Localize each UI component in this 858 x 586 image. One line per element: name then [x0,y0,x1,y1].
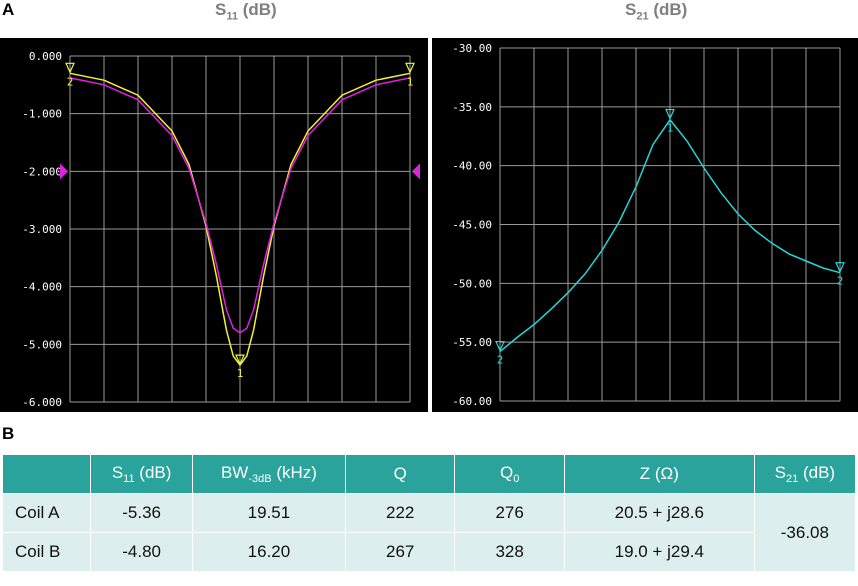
y-tick-label: -2.000 [22,165,62,178]
header-z: Z (Ω) [563,454,755,494]
cell-s21-merged: -36.08 [753,493,857,572]
y-tick-label: -5.000 [22,338,62,351]
marker-label: 1 [407,75,414,88]
y-tick-label: -45.00 [452,219,492,232]
marker-triangle [405,62,415,74]
header-s21: S21 (dB) [753,454,857,494]
y-tick-label: -35.00 [452,101,492,114]
cell-q0: 328 [454,532,565,572]
cell-q: 267 [344,532,456,572]
marker-label: 2 [497,354,504,367]
y-tick-label: -60.00 [452,395,492,408]
header-corner [1,454,92,494]
marker-triangle [495,340,505,353]
cell-bw: 19.51 [191,493,346,533]
table-row: Coil A -5.36 19.51 222 276 20.5 + j28.6 … [1,493,857,572]
s11-title: S11 (dB) [215,0,277,23]
marker-label: 2 [837,275,844,288]
y-tick-label: -6.000 [22,396,62,409]
row-name: Coil A [1,493,92,533]
cell-bw: 16.20 [191,532,346,572]
results-table: S11 (dB) BW-3dB (kHz) Q Q0 Z (Ω) S21 (dB… [1,454,857,572]
s21-title: S21 (dB) [625,0,688,23]
y-tick-label: -1.000 [22,108,62,121]
cell-s11: -4.80 [90,532,193,572]
trace-line-2 [69,77,411,334]
marker-triangle [835,262,845,274]
header-q0: Q0 [454,454,565,494]
row-name: Coil B [1,532,92,572]
reference-level-left-marker [60,163,68,180]
s21-chart: -30.00 -35.00 -40.00 -45.00 -50.00 -55.00 -60.… [432,38,858,412]
y-tick-label: -30.00 [452,42,492,55]
reference-level-right-marker [412,163,420,180]
panel-a-label: A [2,0,15,19]
y-tick-label: -40.00 [452,160,492,173]
cell-z: 19.0 + j29.4 [563,532,755,572]
marker-triangle [665,108,675,121]
y-tick-label: -50.00 [452,277,492,290]
cell-z: 20.5 + j28.6 [563,493,755,533]
marker-label: 1 [237,367,244,380]
header-bw: BW-3dB (kHz) [191,454,346,494]
marker-triangle [65,62,75,74]
marker-label: 2 [67,75,74,88]
y-tick-label: 0.000 [29,50,62,63]
header-q: Q [344,454,456,494]
s11-chart: 0.000 -1.000 -2.000 -3.000 -4.000 -5.000 -6.00… [0,38,428,412]
table-row: Coil B -4.80 16.20 267 328 19.0 + j29.4 [1,532,856,572]
table-header-row: S11 (dB) BW-3dB (kHz) Q Q0 Z (Ω) S21 (dB… [1,454,857,494]
cell-q: 222 [344,493,456,533]
y-tick-label: -4.000 [22,281,62,294]
marker-label: 1 [667,122,674,135]
panel-b-label: B [2,424,15,443]
cell-s11: -5.36 [90,493,193,533]
header-s11: S11 (dB) [90,454,193,494]
y-tick-label: -3.000 [22,223,62,236]
y-tick-label: -55.00 [452,336,492,349]
marker-triangle [235,354,245,366]
cell-q0: 276 [454,493,565,533]
